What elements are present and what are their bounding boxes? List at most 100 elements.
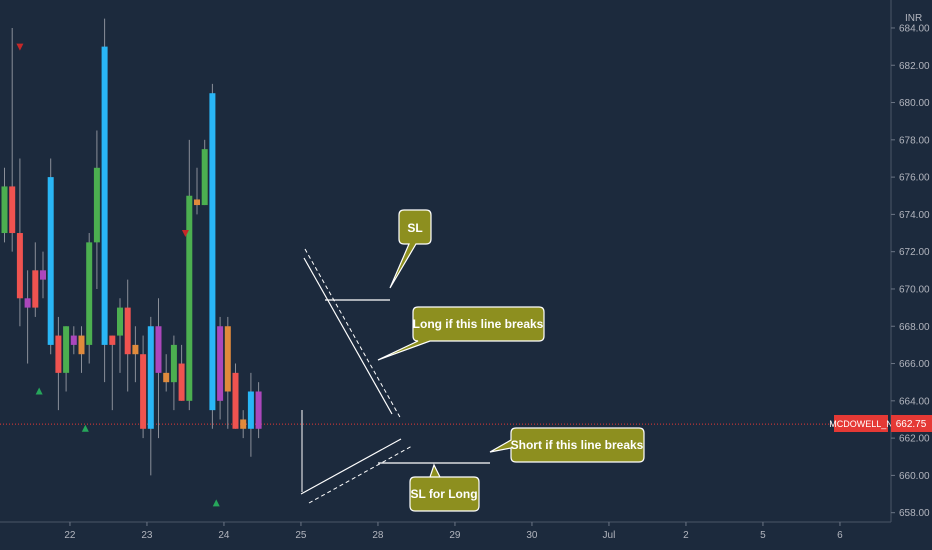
- candle: [201, 139, 208, 206]
- candle-body: [132, 344, 139, 355]
- candle-body: [93, 167, 100, 243]
- price-axis: INR 658.00 660.00 662.00 664.00 666.00 668.00…: [890, 0, 930, 522]
- time-tick-label: 5: [760, 530, 766, 541]
- candle-body: [140, 354, 147, 429]
- time-tick-label: 2: [683, 530, 689, 541]
- sell-signal-marker: [16, 43, 24, 51]
- candle-body: [217, 326, 224, 401]
- price-tick-label: 670.00: [899, 284, 930, 295]
- candle: [232, 363, 239, 429]
- candle: [224, 316, 231, 429]
- candle-body: [209, 93, 216, 411]
- candle-body: [109, 335, 116, 345]
- time-tick-label: 24: [218, 530, 230, 541]
- price-badge-bg: [891, 415, 932, 432]
- candle-body: [201, 149, 208, 206]
- time-tick-label: 6: [837, 530, 843, 541]
- currency-label: INR: [905, 13, 922, 24]
- callouts-group: SL Long if this line breaks Short if thi…: [377, 209, 645, 512]
- candle: [247, 372, 254, 457]
- candle: [40, 251, 46, 299]
- candle: [47, 158, 54, 355]
- price-tick-label: 682.00: [899, 61, 930, 72]
- candle-body: [240, 419, 247, 429]
- candle-body: [24, 298, 31, 308]
- price-tick-label: 674.00: [899, 210, 930, 221]
- buy-signal-marker: [81, 424, 89, 432]
- candle-body: [232, 372, 239, 429]
- symbol-badge-bg: [834, 415, 888, 432]
- candle: [109, 335, 116, 411]
- candle-body: [147, 326, 154, 429]
- candle-body: [178, 363, 185, 401]
- candle-body: [194, 199, 200, 206]
- candle-body: [163, 372, 170, 383]
- callout-sl-for-long: SL for Long: [409, 463, 480, 512]
- candle-body: [55, 335, 62, 373]
- candle-body: [63, 326, 70, 373]
- time-tick-label: 22: [64, 530, 76, 541]
- time-tick-label: Jul: [603, 530, 616, 541]
- candle-body: [117, 307, 123, 336]
- candle-body: [47, 177, 54, 345]
- candle-body: [16, 233, 23, 299]
- price-tick-label: 672.00: [899, 247, 930, 258]
- candle-body: [124, 307, 131, 355]
- price-tick-label: 662.00: [899, 434, 930, 445]
- callout-long: Long if this line breaks: [377, 306, 545, 361]
- time-tick-label: 29: [449, 530, 461, 541]
- candle-body: [255, 391, 262, 429]
- last-price-badge: MCDOWELL_N 662.75: [829, 415, 932, 432]
- candle-body: [155, 326, 162, 373]
- callout-sl: SL: [389, 209, 432, 289]
- candle: [101, 18, 108, 383]
- candle: [217, 316, 224, 420]
- candle: [209, 83, 216, 429]
- candle: [140, 335, 147, 439]
- candle-body: [78, 335, 85, 355]
- time-tick-label: 30: [526, 530, 538, 541]
- candle-body: [101, 46, 108, 345]
- candle-body: [40, 270, 46, 280]
- price-tick-label: 664.00: [899, 396, 930, 407]
- candle: [24, 270, 31, 364]
- candle: [78, 326, 85, 373]
- candle: [255, 382, 262, 439]
- upper-trendline: [303, 257, 393, 415]
- price-tick-label: 684.00: [899, 23, 930, 34]
- candle: [86, 233, 93, 364]
- buy-signal-marker: [212, 499, 220, 507]
- candle: [70, 326, 77, 355]
- trendline-drawings-group: [300, 248, 490, 504]
- time-axis: 22 23 24 25 28 29 30 Jul 2 5 6: [0, 521, 891, 541]
- candle-body: [1, 186, 8, 234]
- candle: [63, 326, 70, 392]
- signal-markers-group: [16, 43, 220, 507]
- time-tick-label: 23: [141, 530, 153, 541]
- candle-body: [32, 270, 39, 308]
- candle: [32, 242, 39, 317]
- price-tick-label: 658.00: [899, 508, 930, 519]
- candle-body: [86, 242, 93, 345]
- price-tick-label: 666.00: [899, 359, 930, 370]
- buy-signal-marker: [35, 387, 43, 395]
- sell-signal-marker: [181, 230, 189, 238]
- candle: [163, 354, 170, 392]
- candle: [170, 335, 177, 411]
- candle-body: [224, 326, 231, 392]
- symbol-badge-text: MCDOWELL_N: [829, 419, 893, 429]
- candle: [178, 344, 185, 401]
- price-tick-label: 678.00: [899, 135, 930, 146]
- callout-sl-for-long-text: SL for Long: [410, 487, 477, 501]
- lower-trendline: [300, 438, 402, 495]
- time-tick-label: 25: [295, 530, 307, 541]
- upper-trendline-dashed: [304, 248, 402, 420]
- callout-sl-text: SL: [407, 221, 422, 235]
- callout-short: Short if this line breaks: [489, 427, 645, 463]
- candles-group: [1, 18, 262, 476]
- candle: [1, 167, 8, 243]
- candle-body: [186, 195, 193, 401]
- candle: [240, 410, 247, 439]
